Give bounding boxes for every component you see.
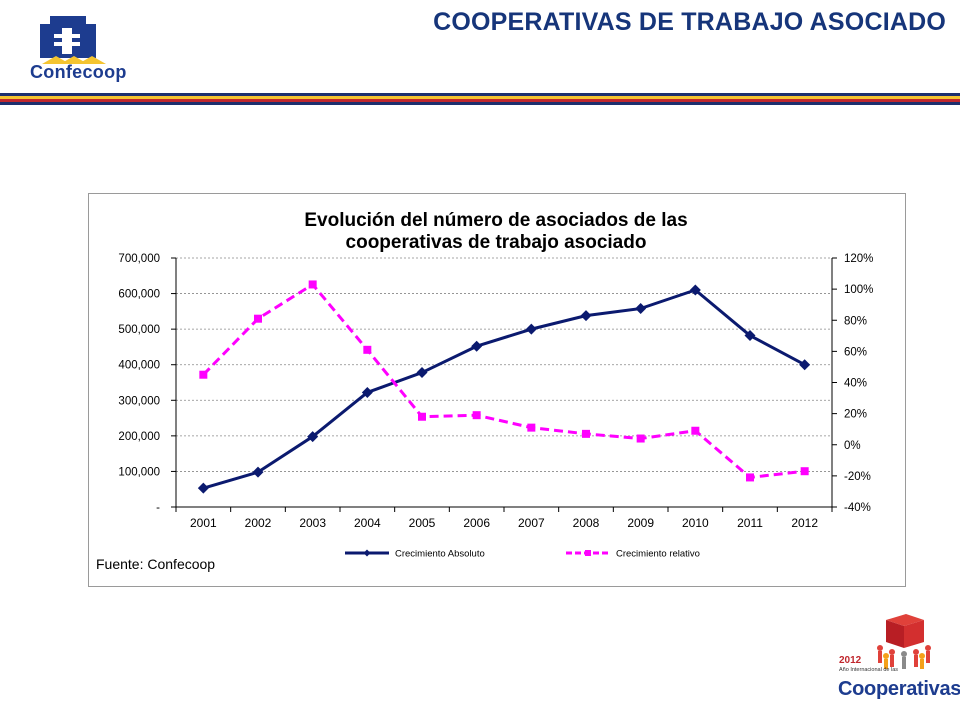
x-tick-label: 2010 — [682, 516, 709, 530]
legend-marker — [585, 550, 591, 556]
data-point-absolute — [197, 482, 209, 494]
x-tick-label: 2007 — [518, 516, 545, 530]
data-point-relative — [582, 429, 590, 438]
y-right-tick-label: 80% — [844, 315, 867, 327]
y-left-tick-label: 200,000 — [118, 431, 160, 443]
y-left-tick-label: - — [156, 502, 160, 514]
y-right-tick-label: 0% — [844, 440, 861, 452]
footer-logo-year: 2012 — [839, 655, 862, 666]
y-left-tick-label: 300,000 — [118, 395, 160, 407]
footer-logo-subtitle: Año Internacional de las — [839, 667, 899, 673]
x-tick-label: 2012 — [791, 516, 818, 530]
data-point-absolute — [744, 330, 756, 342]
data-point-relative — [691, 426, 700, 435]
confecoop-logo — [40, 16, 106, 64]
legend-label: Crecimiento Absoluto — [395, 549, 485, 560]
x-tick-label: 2009 — [627, 516, 654, 530]
data-point-absolute — [689, 284, 701, 296]
chart-title-line2: cooperativas de trabajo asociado — [346, 232, 647, 253]
data-point-absolute — [635, 303, 647, 315]
y-left-tick-label: 600,000 — [118, 289, 160, 301]
data-point-absolute — [361, 386, 373, 398]
x-tick-label: 2002 — [245, 516, 272, 530]
data-point-absolute — [799, 359, 811, 371]
chart-frame — [88, 193, 906, 587]
y-left-tick-label: 400,000 — [118, 360, 160, 372]
x-tick-label: 2006 — [463, 516, 490, 530]
legend-marker — [363, 549, 371, 557]
y-right-tick-label: -20% — [844, 471, 871, 483]
logo-wordmark: Confecoop — [30, 62, 127, 82]
data-point-relative — [254, 314, 262, 323]
y-right-tick-label: 60% — [844, 346, 867, 358]
series-line — [202, 282, 805, 479]
data-point-absolute — [471, 340, 483, 352]
data-point-relative — [199, 370, 208, 379]
data-point-relative — [527, 423, 536, 432]
data-point-relative — [636, 434, 645, 443]
y-right-tick-label: 120% — [844, 253, 873, 265]
x-tick-label: 2003 — [299, 516, 326, 530]
header-divider — [0, 93, 960, 105]
data-point-relative — [746, 473, 754, 482]
x-tick-label: 2005 — [409, 516, 436, 530]
x-tick-label: 2004 — [354, 516, 381, 530]
y-left-tick-label: 500,000 — [118, 324, 160, 336]
y-right-tick-label: 100% — [844, 284, 873, 296]
y-left-tick-label: 700,000 — [118, 253, 160, 265]
data-point-relative — [418, 412, 426, 421]
x-tick-label: 2001 — [190, 516, 217, 530]
data-point-absolute — [252, 466, 264, 478]
cooperatives-year-logo — [877, 614, 931, 669]
y-right-tick-label: 40% — [844, 378, 867, 390]
chart-title: Evolución del número de asociados de las — [304, 210, 687, 231]
series-line — [202, 288, 806, 490]
x-tick-label: 2011 — [737, 516, 763, 530]
data-point-relative — [363, 345, 372, 354]
data-point-relative — [800, 467, 809, 476]
data-point-absolute — [580, 310, 592, 322]
y-right-tick-label: -40% — [844, 502, 871, 514]
y-right-tick-label: 20% — [844, 409, 867, 421]
y-left-tick-label: 100,000 — [118, 466, 160, 478]
data-point-absolute — [307, 431, 319, 443]
data-point-absolute — [525, 323, 537, 335]
data-point-relative — [472, 411, 481, 420]
data-point-absolute — [416, 367, 428, 379]
data-point-relative — [308, 280, 317, 289]
page-title: COOPERATIVAS DE TRABAJO ASOCIADO — [433, 8, 946, 36]
x-tick-label: 2008 — [573, 516, 600, 530]
footer-logo-name: Cooperativas — [838, 678, 960, 700]
chart-source: Fuente: Confecoop — [96, 556, 216, 572]
legend-label: Crecimiento relativo — [616, 549, 700, 560]
